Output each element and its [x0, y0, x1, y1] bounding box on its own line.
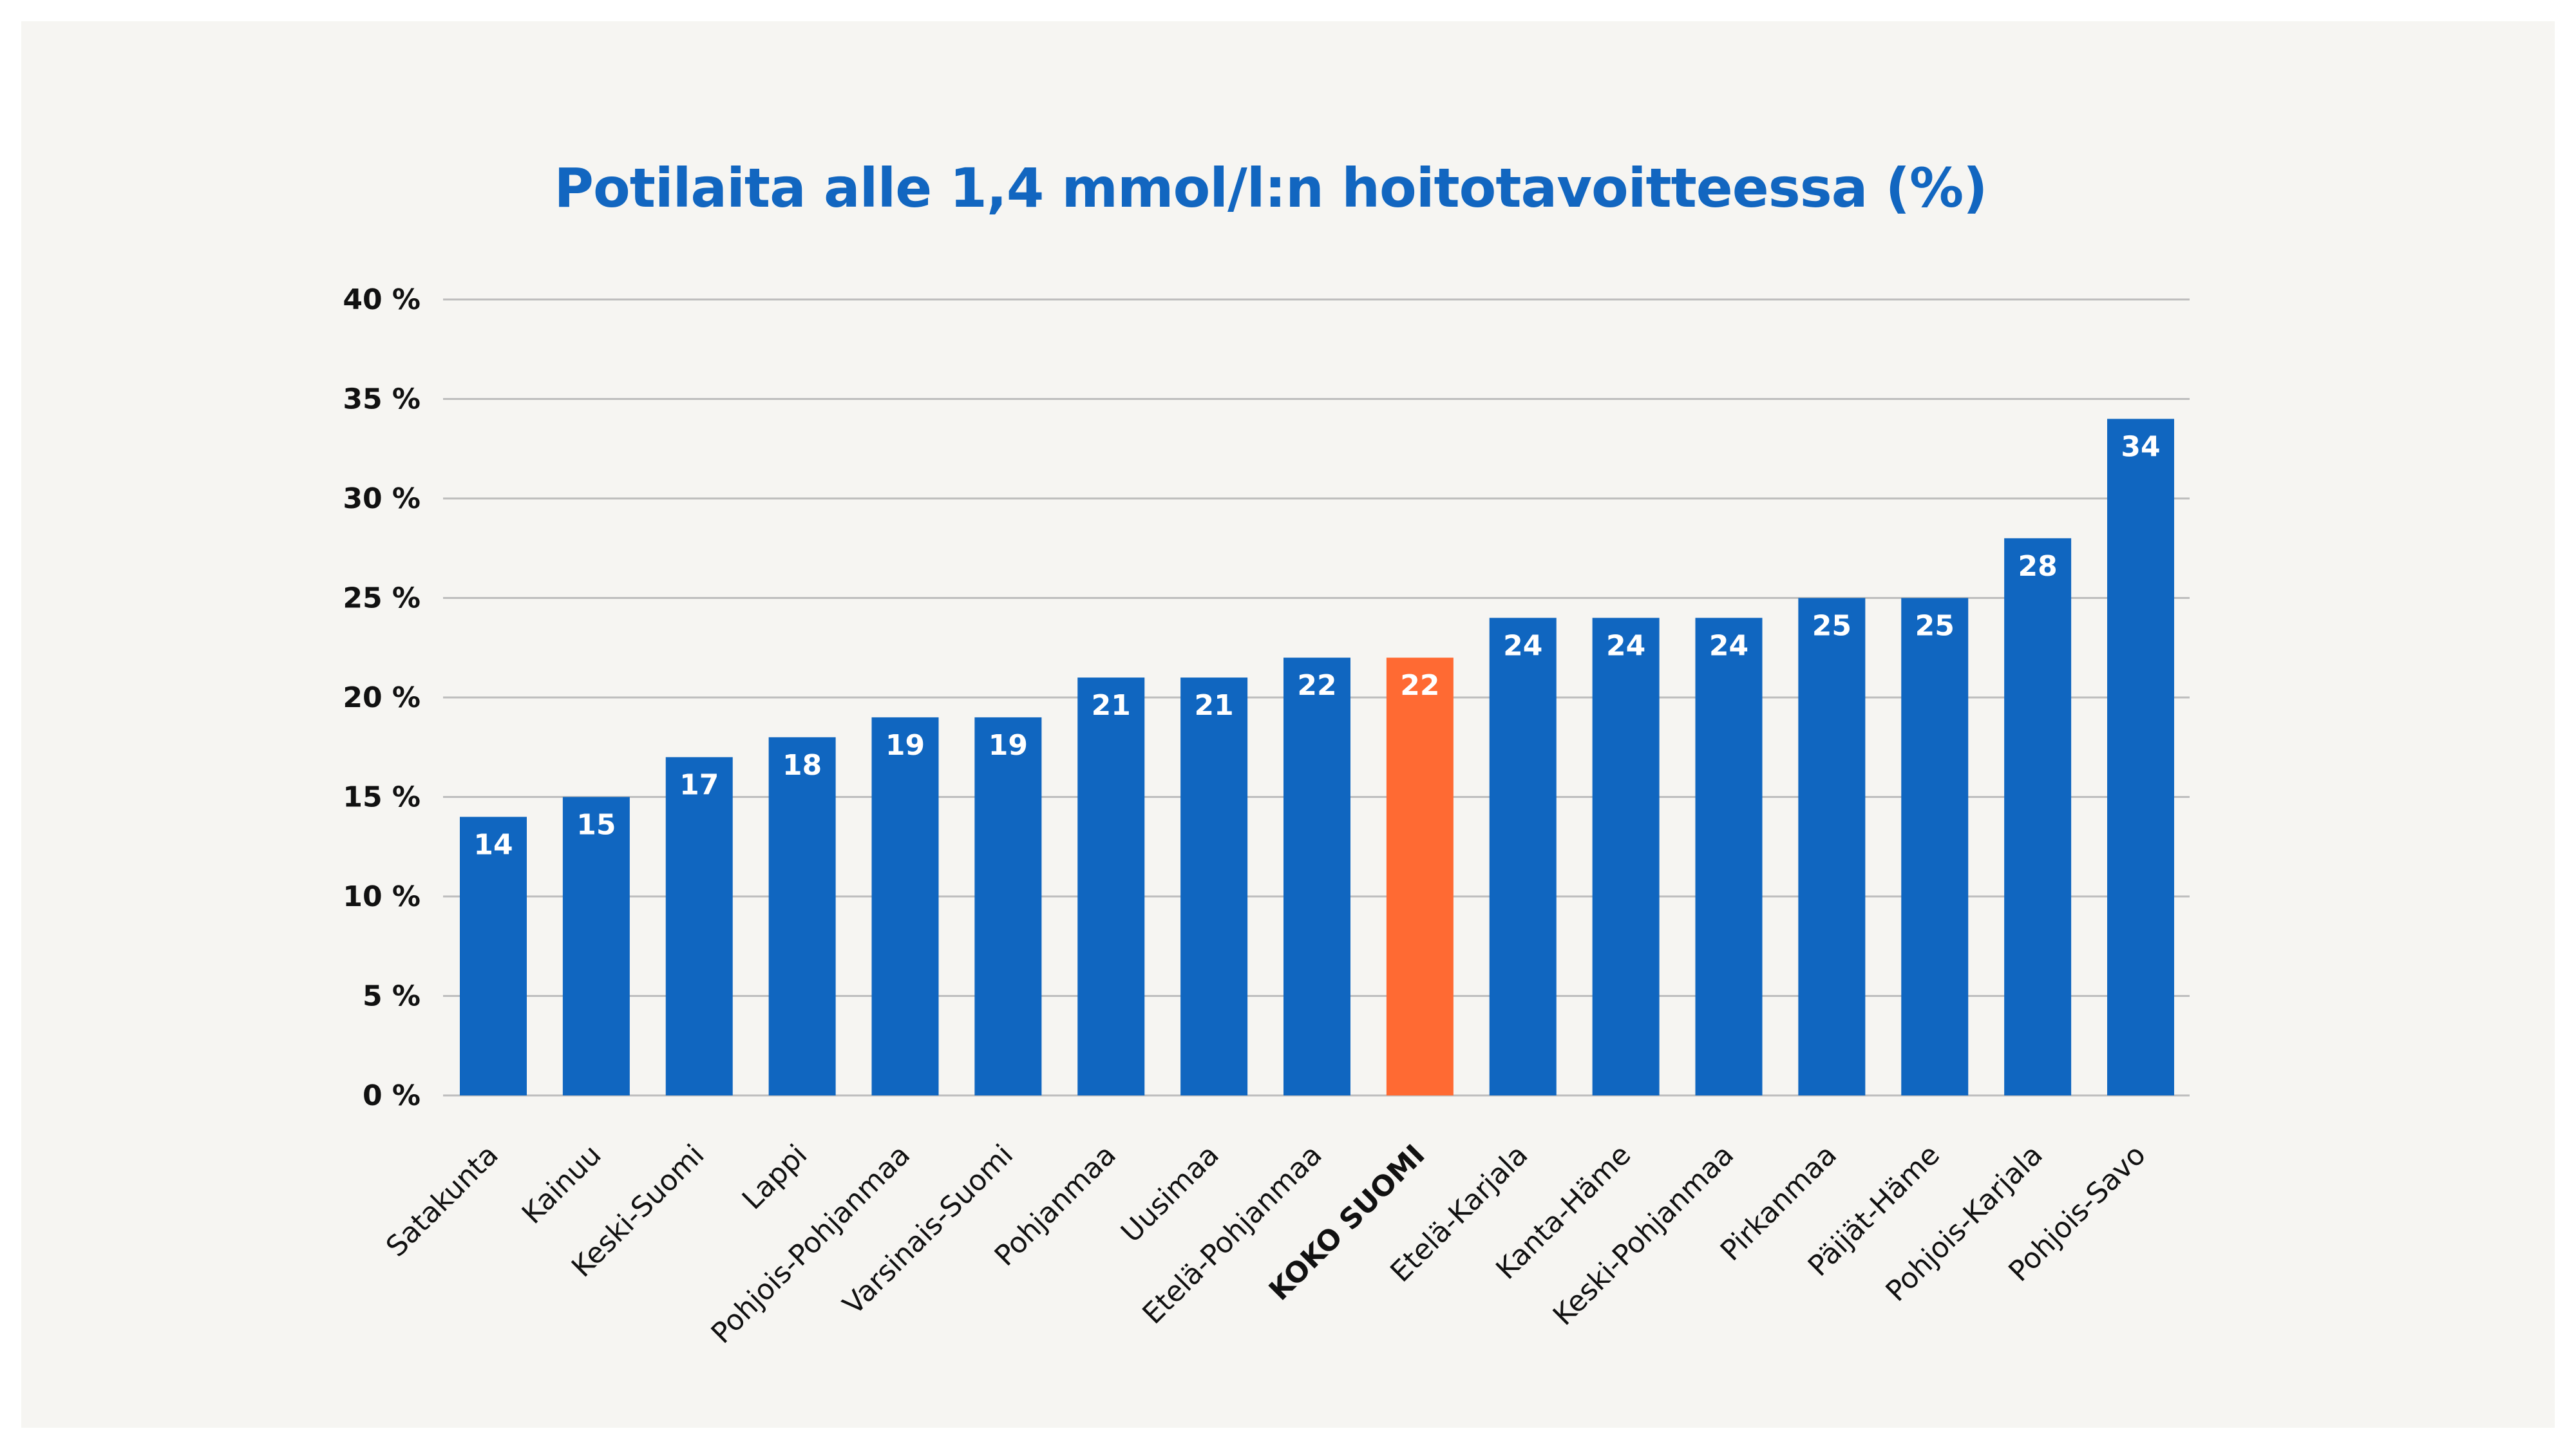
- y-tick-label: 30 %: [343, 482, 421, 515]
- bar: [2004, 538, 2072, 1095]
- data-label: 22: [1400, 669, 1439, 702]
- x-category-label: Varsinais-Suomi: [837, 1139, 1019, 1321]
- y-tick-label: 0 %: [363, 1079, 421, 1112]
- bar: [1386, 658, 1454, 1095]
- data-label: 21: [1092, 689, 1131, 722]
- data-label: 19: [886, 729, 925, 762]
- data-labels: 14 15 17 18 19 19 21 21 22 22 24 24 24 25 25 28 34: [473, 430, 2160, 861]
- data-label: 24: [1709, 629, 1748, 662]
- data-label: 25: [1812, 610, 1852, 643]
- bar: [1695, 618, 1763, 1095]
- bar: [768, 737, 836, 1095]
- data-label: 24: [1503, 629, 1542, 662]
- data-label: 25: [1915, 610, 1955, 643]
- y-tick-label: 5 %: [363, 980, 421, 1013]
- bar: [1489, 618, 1557, 1095]
- data-label: 21: [1195, 689, 1234, 722]
- y-tick-label: 15 %: [343, 781, 421, 814]
- bar-chart: 0 %5 %10 %15 %20 %25 %30 %35 %40 % 14151…: [343, 283, 2190, 1350]
- chart-panel: Potilaita alle 1,4 mmol/l:n hoitotavoitt…: [21, 21, 2555, 1428]
- chart-title: Potilaita alle 1,4 mmol/l:n hoitotavoitt…: [554, 156, 1987, 220]
- data-label: 34: [2121, 430, 2160, 463]
- y-tick-label: 25 %: [343, 582, 421, 615]
- bar: [1077, 677, 1145, 1095]
- x-category-label: Kainuu: [516, 1139, 608, 1231]
- bar: [974, 717, 1042, 1095]
- bar: [562, 797, 630, 1095]
- bar: [1901, 598, 1969, 1095]
- bar: [2107, 419, 2174, 1095]
- x-category-label: Lappi: [736, 1139, 814, 1217]
- bar: [871, 717, 939, 1095]
- y-axis-ticks: 0 % 5 % 10 % 15 % 20 % 25 % 30 % 35 % 40 %: [343, 283, 421, 1112]
- bars: [460, 419, 2174, 1095]
- data-label: 24: [1606, 629, 1645, 662]
- bar: [1592, 618, 1660, 1095]
- x-category-label: Satakunta: [380, 1139, 505, 1264]
- bar: [1180, 677, 1248, 1095]
- x-category-label: Uusimaa: [1115, 1139, 1226, 1249]
- bar: [1798, 598, 1866, 1095]
- data-label: 15: [576, 809, 616, 842]
- data-label: 19: [989, 729, 1028, 762]
- y-tick-label: 20 %: [343, 681, 421, 714]
- data-label: 22: [1297, 669, 1336, 702]
- bar: [1283, 658, 1350, 1095]
- x-category-label: Etelä-Pohjanmaa: [1137, 1139, 1329, 1331]
- data-label: 18: [782, 749, 822, 782]
- bar: [665, 757, 733, 1095]
- data-label: 14: [473, 828, 513, 861]
- data-label: 17: [679, 769, 719, 802]
- y-tick-label: 10 %: [343, 880, 421, 913]
- data-label: 28: [2018, 550, 2058, 583]
- y-tick-label: 40 %: [343, 283, 421, 316]
- x-category-label: Keski-Pohjanmaa: [1547, 1139, 1740, 1332]
- bar: [460, 817, 527, 1095]
- x-category-label: Pohjois-Pohjanmaa: [705, 1139, 917, 1350]
- y-tick-label: 35 %: [343, 383, 421, 416]
